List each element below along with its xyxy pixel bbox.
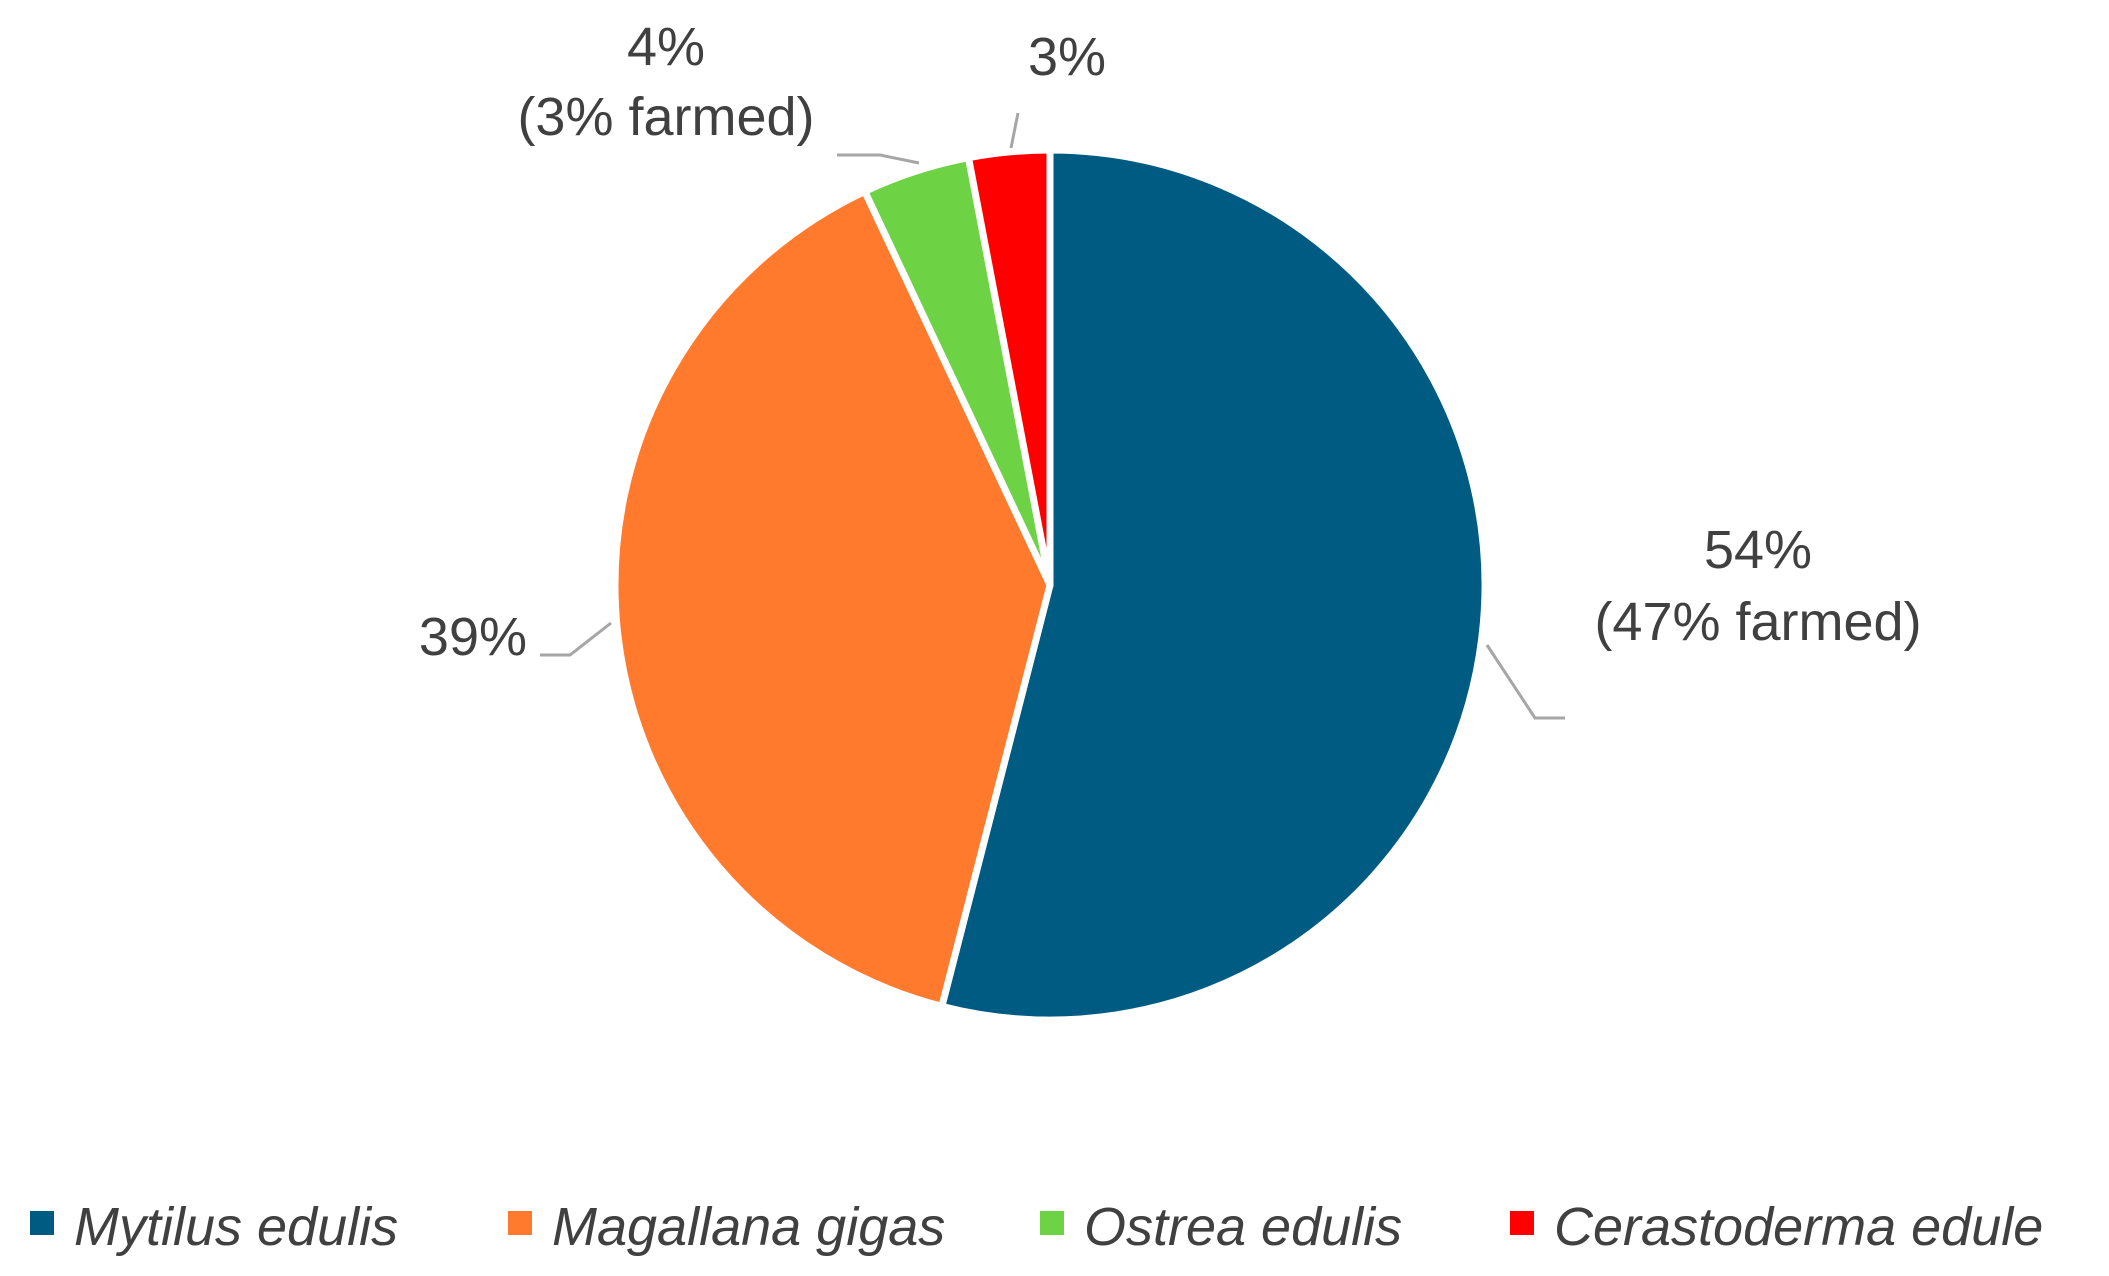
data-label-magallana-gigas: 39% bbox=[419, 607, 527, 667]
data-label-ostrea-edulis-line2: (3% farmed) bbox=[517, 87, 814, 147]
leader-line-magallana-gigas bbox=[540, 621, 612, 657]
leader-line-cerastoderma-edule bbox=[1009, 112, 1020, 149]
leader-line-mytilus-edulis bbox=[1485, 644, 1565, 720]
legend-swatch-mytilus-edulis bbox=[30, 1211, 54, 1235]
legend-swatch-magallana-gigas bbox=[508, 1211, 532, 1235]
legend-label-magallana-gigas: Magallana gigas bbox=[552, 1197, 945, 1257]
pie-slice-cerastoderma-edule bbox=[964, 146, 1054, 589]
data-label-cerastoderma-edule: 3% bbox=[1028, 27, 1106, 87]
data-label-ostrea-edulis: 4% bbox=[627, 17, 705, 77]
legend-label-cerastoderma-edule: Cerastoderma edule bbox=[1554, 1197, 2043, 1257]
data-label-mytilus-edulis-line2: (47% farmed) bbox=[1594, 592, 1921, 652]
legend-label-ostrea-edulis: Ostrea edulis bbox=[1084, 1197, 1402, 1257]
legend-swatch-ostrea-edulis bbox=[1040, 1211, 1064, 1235]
legend-swatch-cerastoderma-edule bbox=[1510, 1211, 1534, 1235]
legend-label-mytilus-edulis: Mytilus edulis bbox=[74, 1197, 398, 1257]
pie-slice-mytilus-edulis bbox=[938, 146, 1489, 1024]
leader-line-ostrea-edulis bbox=[837, 153, 920, 165]
pie-slice-magallana-gigas bbox=[611, 187, 1054, 1010]
data-label-mytilus-edulis: 54% bbox=[1704, 520, 1812, 580]
